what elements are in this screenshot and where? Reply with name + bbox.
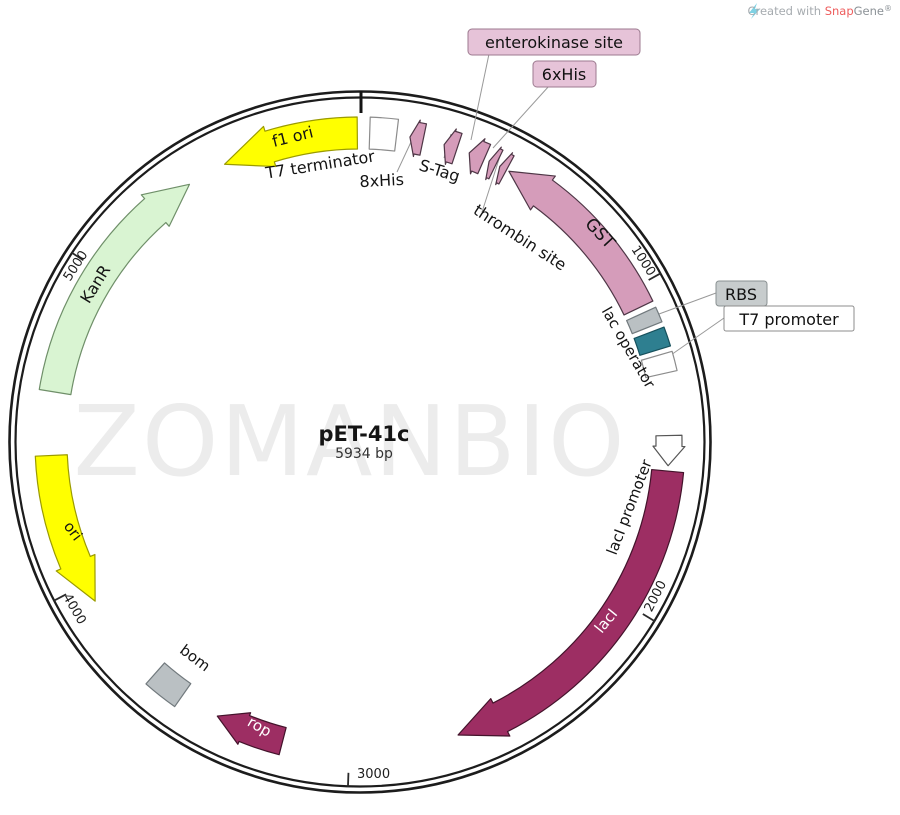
features-layer xyxy=(34,116,686,756)
feature-label-8xhis[interactable]: 8xHis xyxy=(359,170,404,191)
feature-arc-laci[interactable] xyxy=(457,468,685,737)
callout-rbs-text: RBS xyxy=(725,285,757,304)
feature-arc-kanr[interactable] xyxy=(38,183,191,396)
callout-line-6xhis xyxy=(492,85,550,149)
feature-arc-t7-promoter[interactable] xyxy=(640,350,678,379)
feature-arc-6xhis[interactable] xyxy=(485,146,504,181)
callout-line-enterokinase xyxy=(470,53,490,141)
feature-arc-t7-terminator[interactable] xyxy=(368,116,400,152)
tick-label-3000: 3000 xyxy=(357,767,390,782)
callout-t7-promoter-box[interactable] xyxy=(723,305,855,332)
callout-t7-promoter-text: T7 promoter xyxy=(738,310,839,329)
feature-arc-laci-promoter[interactable] xyxy=(652,434,686,467)
snapgene-credit: Created with SnapGene® xyxy=(747,3,892,19)
credit-registered-mark: ® xyxy=(884,4,892,13)
tick-2000 xyxy=(642,613,656,622)
feature-arc-gst[interactable] xyxy=(508,170,654,316)
feature-label-s-tag[interactable]: S-Tag xyxy=(417,156,462,186)
callout-enterokinase-text: enterokinase site xyxy=(485,33,623,52)
tick-label-4000: 4000 xyxy=(59,591,89,627)
tick-4000 xyxy=(53,593,67,602)
callout-enterokinase-box[interactable] xyxy=(467,28,641,56)
feature-arc-bom[interactable] xyxy=(145,662,192,708)
callout-6xhis[interactable]: 6xHis xyxy=(532,60,597,88)
ticks-layer xyxy=(53,251,662,787)
plasmid-size: 5934 bp xyxy=(335,446,393,462)
feature-arc-thrombin[interactable] xyxy=(495,152,515,186)
watermark: ZOMANBIO xyxy=(74,385,627,498)
feature-arc-rop[interactable] xyxy=(216,712,287,756)
feature-arc-rbs[interactable] xyxy=(626,306,663,335)
callout-6xhis-box[interactable] xyxy=(532,60,597,88)
callout-line-8xhis xyxy=(396,141,412,173)
feature-arc-s-tag[interactable] xyxy=(443,128,463,165)
feature-arc-8xhis[interactable] xyxy=(409,119,428,158)
feature-arc-lac-operator[interactable] xyxy=(633,326,672,356)
credit-prefix: Created with xyxy=(747,4,824,18)
callout-line-thrombin xyxy=(481,152,502,213)
callout-enterokinase-site[interactable]: enterokinase site xyxy=(467,28,641,56)
feature-arc-enterokinase[interactable] xyxy=(468,138,492,175)
feature-label-bom[interactable]: bom xyxy=(176,641,213,675)
feature-arc-f1-ori[interactable] xyxy=(223,116,359,168)
credit-snap: Snap xyxy=(825,4,854,18)
feature-arc-ori[interactable] xyxy=(34,454,96,602)
tick-5000 xyxy=(71,251,84,262)
callout-rbs[interactable]: RBS xyxy=(715,280,768,307)
tick-1000 xyxy=(648,272,662,281)
snapgene-credit-text: Created with SnapGene® xyxy=(747,4,892,18)
snapgene-bolt-icon xyxy=(749,3,760,19)
callout-t7-promoter[interactable]: T7 promoter xyxy=(723,305,855,332)
plasmid-name: pET-41c xyxy=(318,422,409,446)
credit-gene: Gene xyxy=(854,4,884,18)
callout-6xhis-text: 6xHis xyxy=(542,65,586,84)
